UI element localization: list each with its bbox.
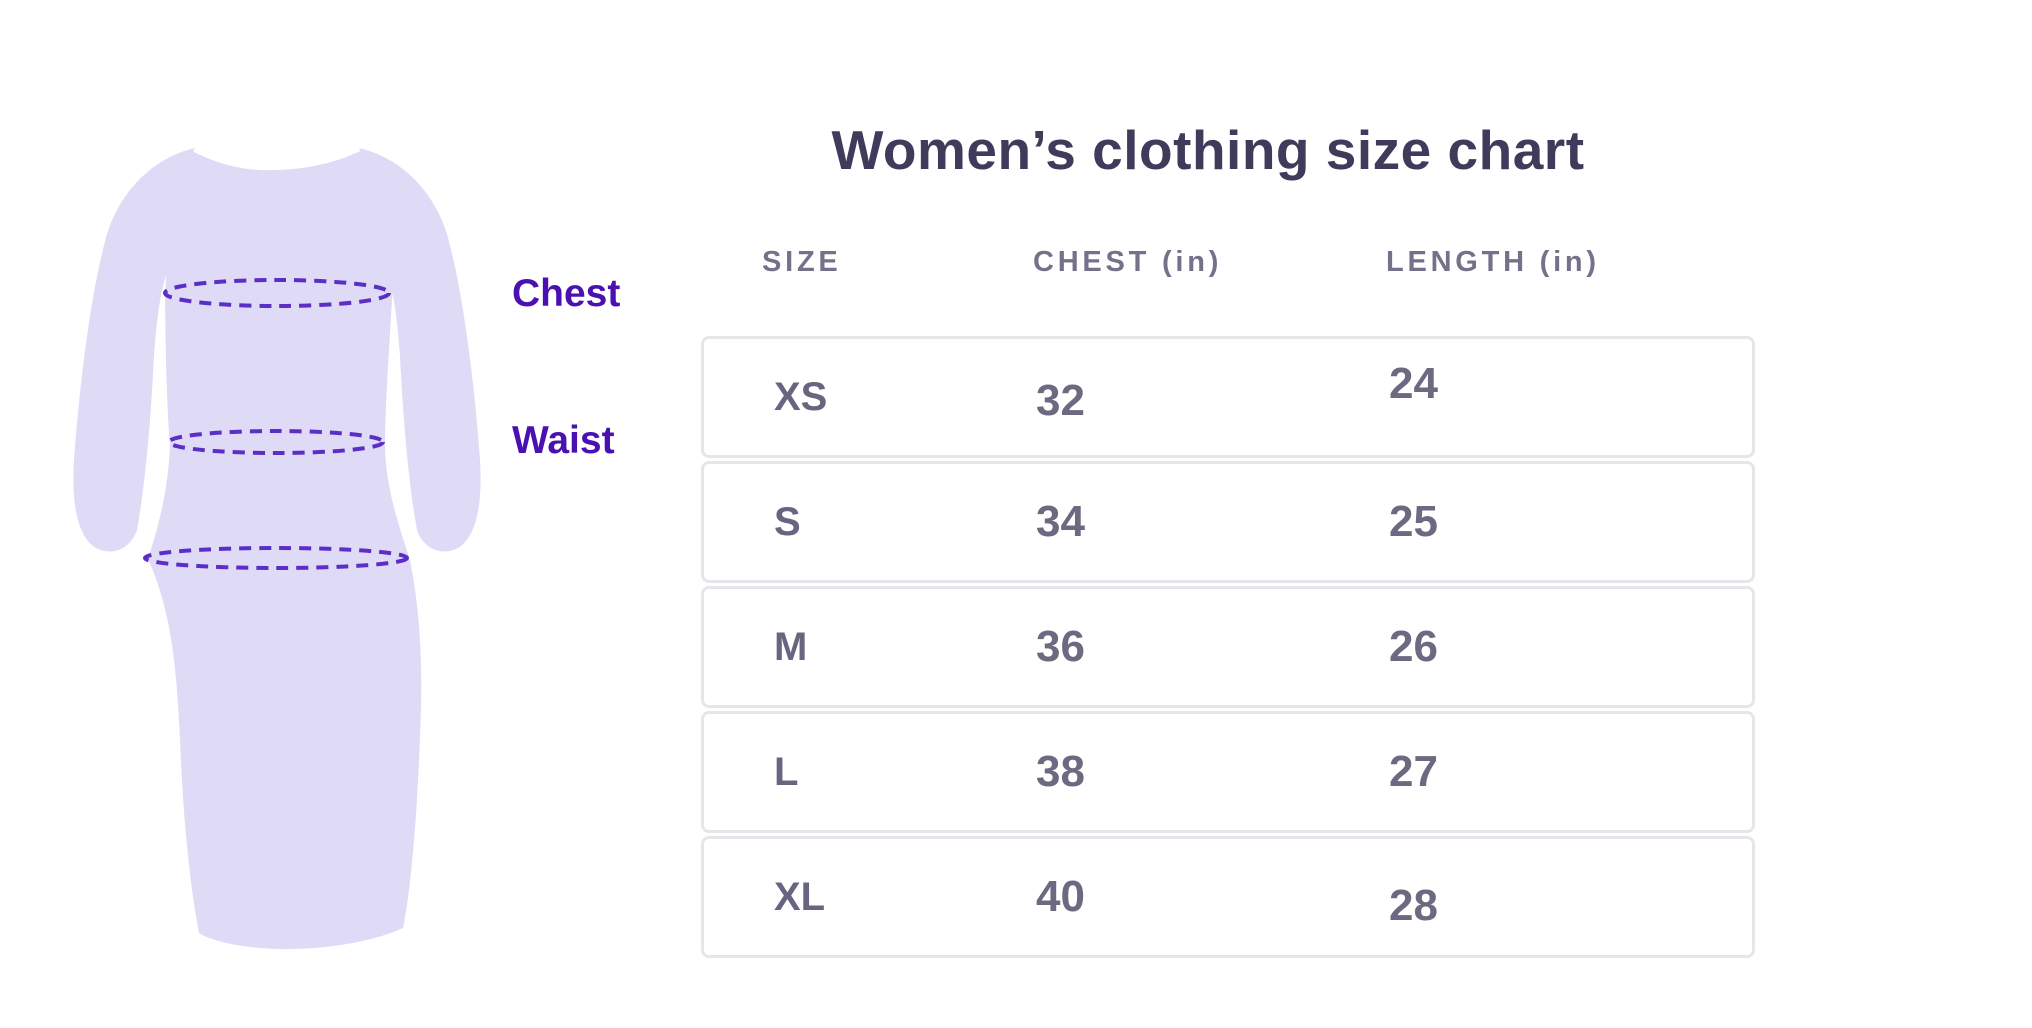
size-cell: XS — [774, 374, 828, 419]
chest-cell: 38 — [1036, 747, 1085, 796]
chest-label: Chest — [512, 272, 621, 315]
dress-right-sleeve — [359, 148, 481, 552]
table-header-row: SIZE CHEST (in) LENGTH (in) — [701, 246, 1755, 279]
length-cell: 27 — [1389, 747, 1438, 796]
dress-illustration — [60, 95, 520, 975]
chest-cell: 34 — [1036, 497, 1085, 546]
dress-silhouette-svg — [73, 148, 481, 950]
column-header-chest: CHEST (in) — [1033, 246, 1223, 278]
chest-measure-ellipse — [163, 278, 391, 308]
size-cell: XL — [774, 874, 826, 919]
page-title: Women’s clothing size chart — [831, 119, 1585, 181]
waist-label: Waist — [512, 419, 615, 462]
chest-cell: 40 — [1036, 872, 1085, 921]
size-cell: M — [774, 624, 808, 669]
length-cell: 28 — [1389, 881, 1438, 930]
size-table-body: XS 32 24 S 34 25 M 36 26 L 38 27 XL 40 2… — [701, 336, 1755, 958]
table-row: L 38 27 — [701, 711, 1755, 833]
table-row: S 34 25 — [701, 461, 1755, 583]
length-cell: 24 — [1389, 359, 1438, 408]
table-row: XS 32 24 — [701, 336, 1755, 458]
size-cell: L — [774, 749, 799, 794]
size-cell: S — [774, 499, 801, 544]
length-cell: 25 — [1389, 497, 1438, 546]
chest-cell: 32 — [1036, 376, 1085, 425]
column-header-length: LENGTH (in) — [1386, 246, 1600, 278]
column-header-size: SIZE — [762, 246, 842, 278]
hip-measure-ellipse — [143, 546, 409, 570]
chest-cell: 36 — [1036, 622, 1085, 671]
waist-measure-ellipse — [167, 429, 385, 455]
dress-left-sleeve — [73, 148, 195, 552]
table-row: M 36 26 — [701, 586, 1755, 708]
length-cell: 26 — [1389, 622, 1438, 671]
table-row: XL 40 28 — [701, 836, 1755, 958]
